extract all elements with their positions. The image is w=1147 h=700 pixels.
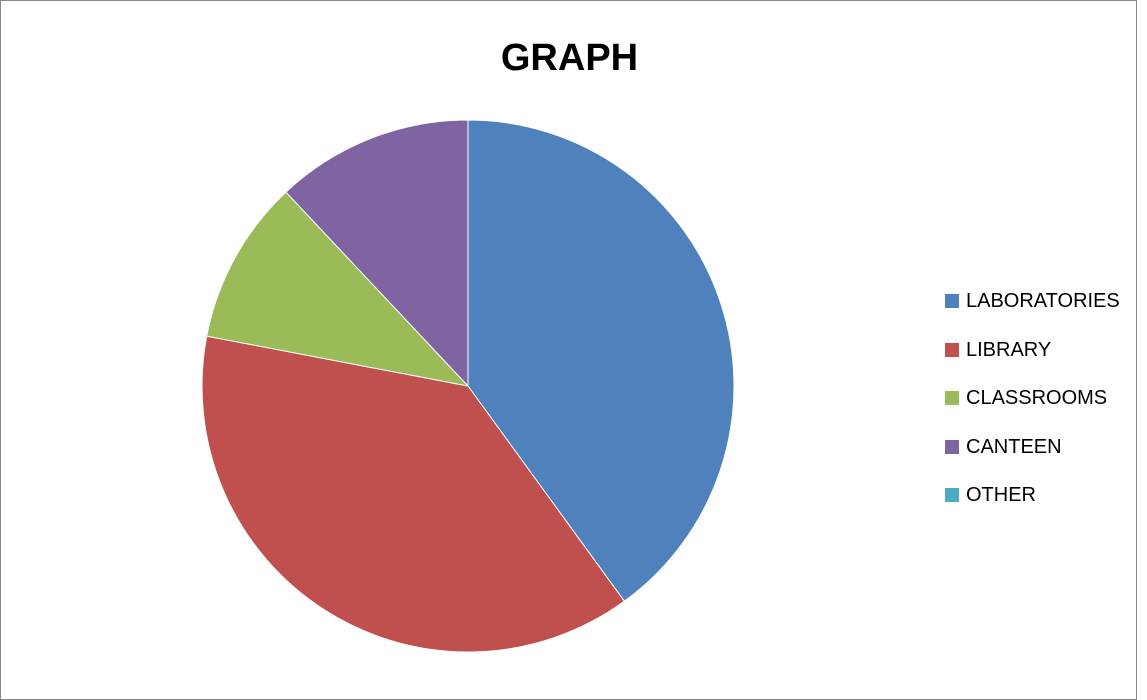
pie-slice-classrooms: [206, 191, 470, 387]
legend-swatch: [945, 439, 959, 454]
legend-label: LABORATORIES: [966, 290, 1120, 313]
legend-label: OTHER: [966, 484, 1036, 507]
legend-item-canteen: CANTEEN: [945, 423, 1120, 472]
chart-title: GRAPH: [500, 37, 639, 79]
legend-item-laboratories: LABORATORIES: [945, 277, 1120, 326]
legend: LABORATORIES LIBRARY CLASSROOMS CANTEEN OTHE…: [945, 277, 1120, 520]
pie-slice-canteen: [285, 119, 469, 388]
pie-chart: [201, 119, 735, 653]
legend-label: CLASSROOMS: [966, 387, 1108, 410]
legend-swatch: [945, 488, 959, 503]
legend-swatch: [945, 342, 959, 357]
pie-slice-library: [201, 335, 626, 653]
legend-label: CANTEEN: [966, 435, 1062, 458]
legend-label: LIBRARY: [966, 338, 1052, 361]
pie-slice-laboratories: [467, 119, 735, 602]
legend-item-library: LIBRARY: [945, 326, 1120, 375]
legend-swatch: [945, 294, 959, 309]
legend-item-other: OTHER: [945, 471, 1120, 520]
legend-item-classrooms: CLASSROOMS: [945, 374, 1120, 423]
legend-swatch: [945, 391, 959, 406]
